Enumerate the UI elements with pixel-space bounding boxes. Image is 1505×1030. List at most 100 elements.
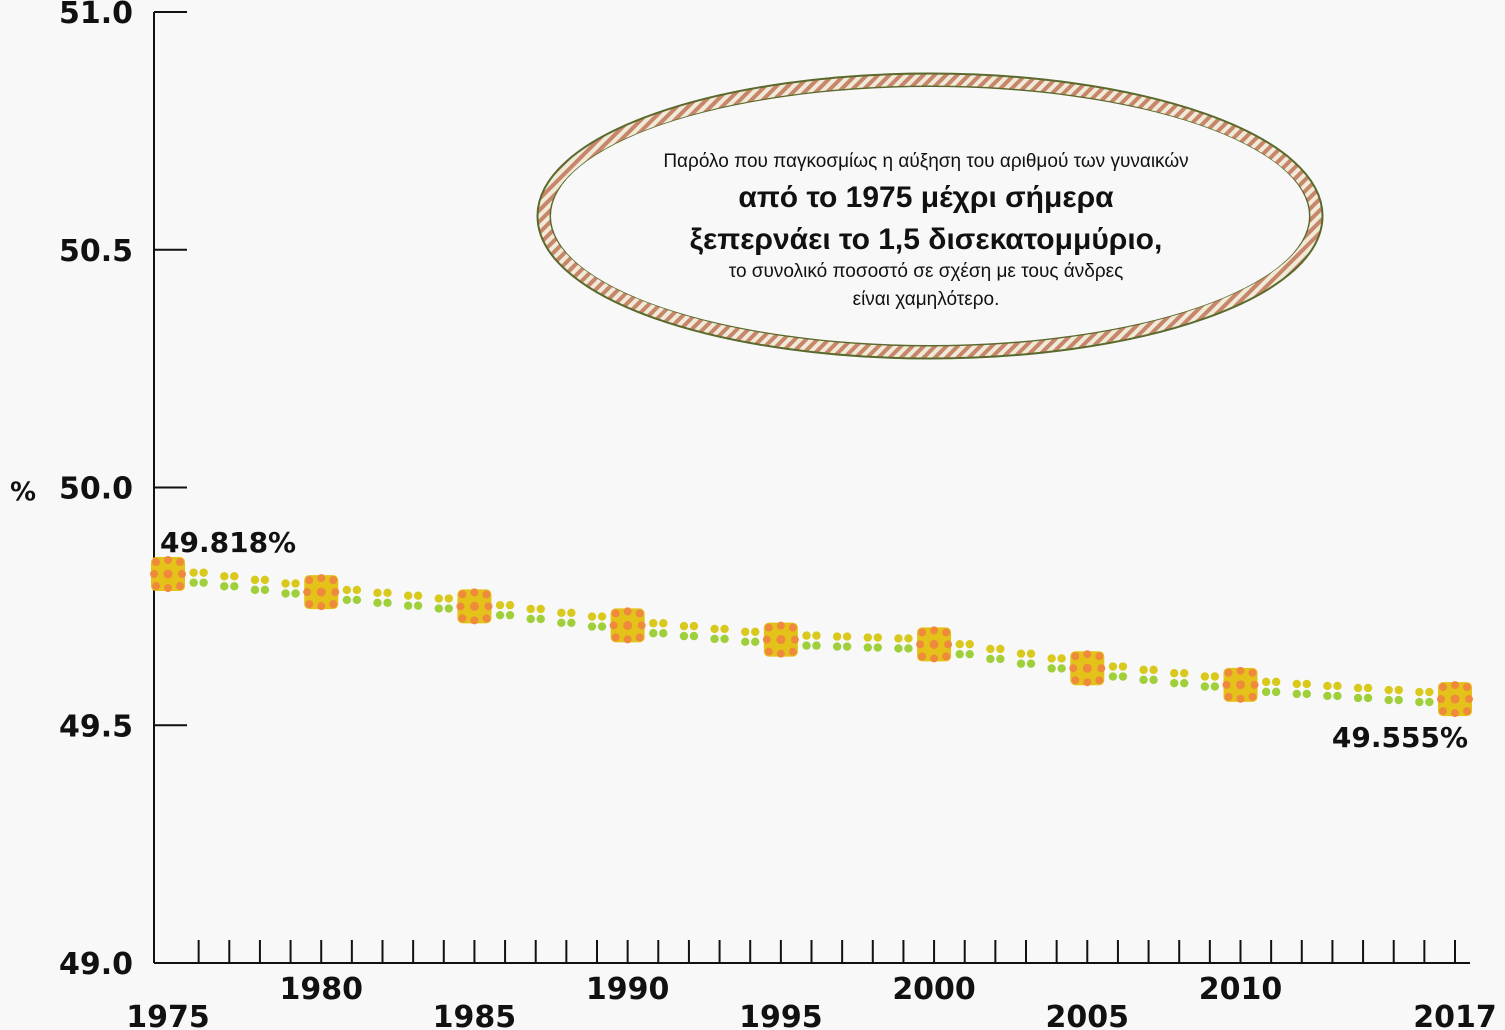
connector-dot xyxy=(1271,687,1281,697)
connector-dot xyxy=(557,608,566,617)
connector-dot-cluster xyxy=(250,575,270,595)
marker-dot xyxy=(776,649,785,658)
marker-dot xyxy=(623,607,632,616)
connector-dot-cluster xyxy=(1016,649,1036,668)
connector-dot xyxy=(649,629,658,638)
marker-dot xyxy=(609,621,618,630)
x-tick-label: 2000 xyxy=(892,972,976,1007)
marker-dot xyxy=(1439,683,1447,692)
marker-dot xyxy=(1248,668,1257,677)
data-point-marker xyxy=(609,607,646,644)
connector-dot xyxy=(720,634,729,644)
marker-dot xyxy=(458,590,467,599)
annotation-line-5: είναι χαμηλότερο. xyxy=(853,289,1000,310)
connector-dot xyxy=(281,579,290,588)
connector-dot xyxy=(986,654,995,664)
connector-dot xyxy=(679,621,689,631)
marker-dot xyxy=(176,558,184,567)
connector-dot-cluster xyxy=(832,632,852,651)
marker-dot xyxy=(790,635,799,644)
connector-dot-cluster xyxy=(189,568,208,587)
connector-dot-cluster xyxy=(220,572,239,591)
connector-dot xyxy=(1384,685,1393,695)
connector-dot xyxy=(434,604,443,613)
annotation-line-4: το συνολικό ποσοστό σε σχέση με τους άνδ… xyxy=(729,261,1124,282)
connector-dot xyxy=(505,610,515,620)
marker-dot xyxy=(611,609,620,618)
marker-dot xyxy=(1071,652,1080,661)
connector-dot xyxy=(751,627,760,637)
connector-dot-cluster xyxy=(1323,681,1342,701)
connector-dot xyxy=(230,572,239,581)
marker-dot xyxy=(164,556,172,565)
marker-dot xyxy=(1250,680,1259,689)
connector-dot xyxy=(495,610,505,620)
connector-dot xyxy=(189,568,198,577)
marker-dot xyxy=(916,640,925,649)
connector-dot xyxy=(1394,685,1403,695)
annotation-line-2: από το 1975 μέχρι σήμερα xyxy=(738,181,1114,214)
marker-dot xyxy=(635,609,644,618)
connector-dot xyxy=(873,633,882,642)
marker-dot xyxy=(470,616,479,625)
connector-dot-cluster xyxy=(373,588,392,608)
connector-dot xyxy=(1363,693,1373,703)
marker-dot xyxy=(1095,676,1104,685)
connector-dot xyxy=(587,612,597,621)
marker-dot xyxy=(637,621,646,630)
marker-dot xyxy=(764,647,773,656)
connector-dot xyxy=(873,643,882,652)
connector-dot xyxy=(1384,695,1393,705)
marker-center-dot xyxy=(1236,680,1245,690)
marker-dot xyxy=(788,647,797,656)
connector-dot xyxy=(1118,672,1128,681)
marker-dot xyxy=(918,628,927,637)
marker-dot xyxy=(1465,695,1473,704)
marker-center-dot xyxy=(1082,663,1092,673)
connector-dot xyxy=(1425,697,1434,707)
connector-dot xyxy=(802,631,811,640)
connector-dot-cluster xyxy=(679,621,699,641)
connector-dot xyxy=(710,624,719,634)
marker-dot xyxy=(635,633,644,642)
marker-center-dot xyxy=(623,620,633,630)
marker-dot xyxy=(918,652,927,661)
connector-dot xyxy=(1302,679,1311,689)
marker-dot xyxy=(1069,664,1078,673)
marker-dot xyxy=(178,570,186,579)
connector-dot-cluster xyxy=(1384,685,1403,705)
connector-dot xyxy=(597,612,607,621)
marker-dot xyxy=(611,633,620,642)
connector-dot xyxy=(679,631,689,641)
connector-dot xyxy=(1149,665,1158,675)
connector-dot xyxy=(904,634,913,643)
connector-dot xyxy=(812,641,821,650)
connector-dot xyxy=(505,600,515,610)
marker-dot xyxy=(1439,707,1447,716)
connector-dot xyxy=(567,618,576,627)
connector-dot xyxy=(649,619,658,628)
x-tick-label: 1975 xyxy=(126,1000,210,1030)
connector-dot xyxy=(904,644,913,653)
connector-dot xyxy=(557,618,566,627)
marker-dot xyxy=(1224,668,1233,677)
marker-center-dot xyxy=(163,569,173,579)
connector-dot xyxy=(199,568,208,577)
connector-dot xyxy=(444,594,453,603)
marker-dot xyxy=(942,628,951,637)
connector-dot xyxy=(1353,693,1363,703)
connector-dot xyxy=(352,585,362,595)
connector-dot xyxy=(434,594,443,603)
annotation-line-1: Παρόλο που παγκοσμίως η αύξηση του αριθμ… xyxy=(663,151,1188,172)
connector-dot xyxy=(587,622,597,631)
y-tick-label: 49.5 xyxy=(59,709,133,744)
connector-dot xyxy=(832,632,842,641)
axes: 49.0 49.5 50.0 50.5 51.0% 1975 1980 1985 1990 199… xyxy=(10,0,1497,1030)
marker-dot xyxy=(764,623,773,632)
x-tick-label: 2005 xyxy=(1046,1000,1130,1030)
marker-dot xyxy=(623,635,632,644)
connector-dot-cluster xyxy=(710,624,729,644)
connector-dot-cluster xyxy=(1200,672,1220,691)
connector-dot xyxy=(659,619,668,628)
marker-dot xyxy=(1097,664,1106,673)
